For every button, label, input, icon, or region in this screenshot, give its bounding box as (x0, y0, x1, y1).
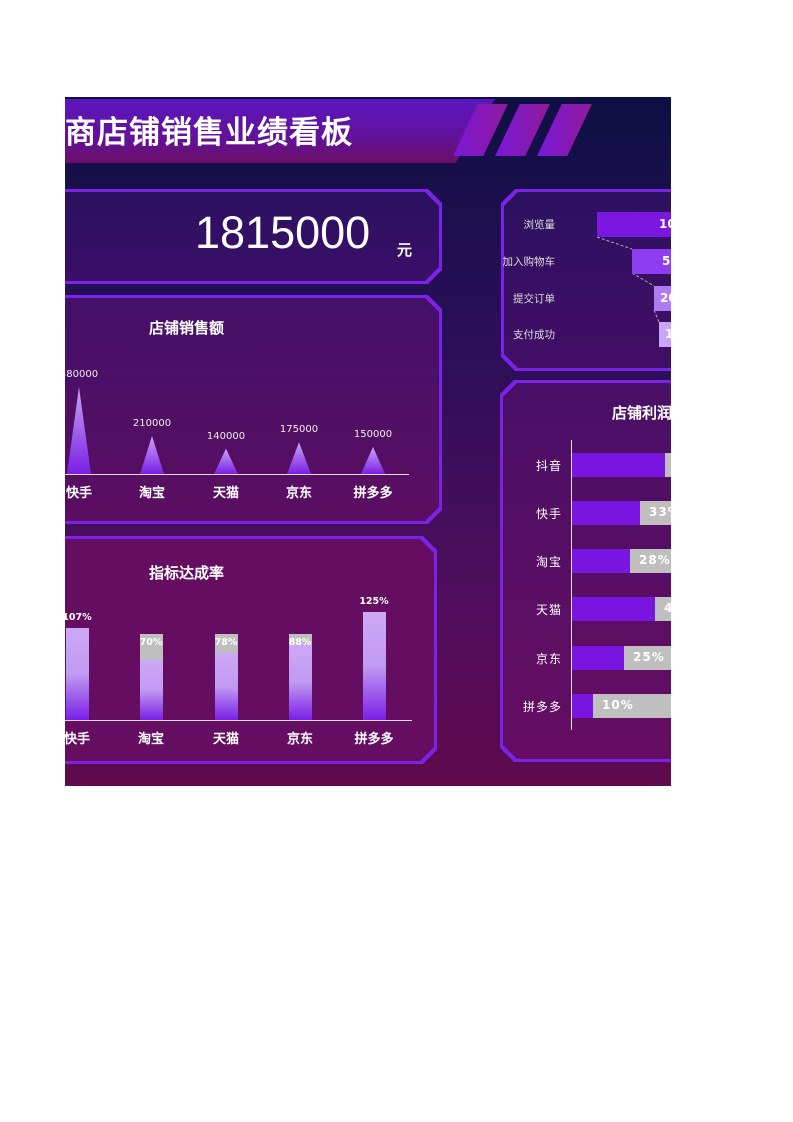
sales-data-label: 480000 (65, 369, 99, 380)
profit-remainder-bar (630, 549, 671, 573)
profit-category-label: 快手 (535, 507, 562, 521)
sales-chart-title: 店铺销售额 (149, 319, 225, 337)
kpi-panel (65, 189, 442, 284)
sales-data-label: 150000 (353, 428, 393, 440)
rate-bar (288, 643, 312, 720)
rate-bar (362, 612, 386, 720)
profit-remainder-bar (665, 453, 671, 477)
rate-category-label: 京东 (286, 732, 314, 747)
funnel-bar (659, 322, 671, 347)
profit-remainder-bar (655, 597, 671, 621)
sales-category-label: 天猫 (212, 486, 240, 501)
page-title: 商店铺销售业绩看板 (65, 115, 353, 151)
rate-bar (65, 627, 89, 720)
sales-data-label: 140000 (206, 430, 246, 442)
rate-data-label: 78% (214, 636, 238, 648)
profit-bar (572, 646, 624, 670)
funnel-bar (632, 249, 671, 274)
profit-data-label: 33% (649, 505, 671, 519)
funnel-value: 58 (662, 254, 671, 268)
profit-axis (571, 440, 572, 730)
rate-axis (65, 720, 412, 721)
profit-bar (572, 549, 630, 573)
funnel-stage-label: 加入购物车 (502, 256, 556, 268)
profit-bar (572, 453, 665, 477)
profit-data-label: 4 (664, 601, 671, 615)
rate-category-label: 快手 (65, 732, 91, 747)
total-sales-unit: 元 (397, 241, 413, 259)
rate-bar (214, 652, 238, 720)
sales-category-label: 快手 (65, 486, 93, 501)
total-sales-value: 1815000 (195, 207, 371, 258)
funnel-value: 10 (659, 217, 671, 231)
rate-category-label: 淘宝 (137, 732, 165, 747)
funnel-value: 20 (660, 291, 671, 305)
rate-category-label: 拼多多 (354, 732, 394, 747)
funnel-stage-label: 支付成功 (513, 329, 555, 341)
profit-category-label: 京东 (535, 652, 562, 666)
header-banner (65, 99, 495, 163)
rate-data-label: 88% (288, 636, 312, 648)
rate-data-label: 70% (139, 636, 163, 648)
profit-category-label: 抖音 (535, 459, 562, 473)
profit-bar (572, 694, 593, 718)
profit-data-label: 28% (639, 553, 671, 567)
profit-category-label: 天猫 (535, 603, 562, 617)
profit-data-label: 25% (633, 650, 665, 664)
rate-bar (139, 659, 163, 720)
funnel-stage-label: 浏览量 (523, 219, 556, 231)
profit-remainder-bar (624, 646, 671, 670)
funnel-bar (654, 286, 671, 311)
sales-panel (65, 295, 442, 524)
profit-category-label: 拼多多 (522, 700, 562, 714)
sales-axis (65, 474, 409, 475)
sales-category-label: 京东 (285, 486, 313, 501)
rate-category-label: 天猫 (212, 732, 240, 747)
funnel-connectors (596, 236, 660, 323)
sales-data-label: 175000 (279, 424, 319, 436)
funnel-value: 19 (665, 327, 671, 341)
profit-remainder-bar (640, 501, 671, 525)
rate-chart-title: 指标达成率 (149, 564, 225, 582)
profit-bar (572, 597, 655, 621)
profit-data-label: 10% (602, 698, 634, 712)
sales-data-label: 210000 (132, 417, 172, 429)
profit-category-label: 淘宝 (535, 555, 562, 569)
funnel-bar (597, 212, 671, 237)
profit-chart-title: 店铺利润 (612, 404, 671, 422)
profit-bar (572, 501, 640, 525)
sales-category-label: 淘宝 (138, 486, 166, 501)
rate-data-label: 107% (65, 611, 92, 623)
funnel-stage-label: 提交订单 (513, 293, 555, 305)
sales-category-label: 拼多多 (353, 486, 393, 501)
profit-remainder-bar (593, 694, 671, 718)
dashboard: 商店铺销售业绩看板 1815000 元 店铺销售额 480000 快手 210000… (65, 97, 671, 786)
rate-data-label: 125% (359, 596, 389, 607)
